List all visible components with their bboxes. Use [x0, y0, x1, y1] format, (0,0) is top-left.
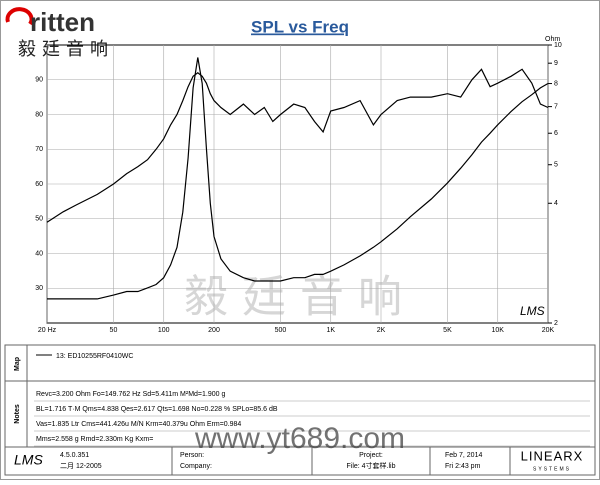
y2-tick-label: 5 [554, 162, 558, 169]
brand-sub: SYSTEMS [533, 466, 571, 472]
y-tick-label: 50 [35, 216, 43, 223]
x-tick-label: 200 [208, 327, 220, 334]
x-tick-label: 100 [158, 327, 170, 334]
y2-tick-label: 4 [554, 200, 558, 207]
y2-tick-label: 8 [554, 80, 558, 87]
y-tick-label: 80 [35, 111, 43, 118]
y-tick-label: 60 [35, 181, 43, 188]
panel-frame [4, 344, 596, 476]
date: Feb 7, 2014 [445, 452, 482, 459]
chart-title: SPL vs Freq [251, 17, 349, 36]
x-tick-label: 5K [443, 327, 452, 334]
watermark-url: www.yt689.com [194, 422, 405, 455]
x-tick-label: 1K [326, 327, 335, 334]
series-line [47, 57, 549, 300]
time: Fri 2:43 pm [445, 463, 481, 470]
x-tick-label: 50 [110, 327, 118, 334]
logo-chinese: 毅廷音响 [18, 39, 114, 59]
version: 4.5.0.351 [60, 452, 89, 459]
y-tick-label: 90 [35, 77, 43, 84]
x-tick-label: 20K [542, 327, 555, 334]
brand: LINEARX [521, 448, 584, 463]
y-tick-label: 30 [35, 285, 43, 292]
legend-entry: 13: ED10255RF0410WC [56, 353, 133, 360]
map-label: Map [14, 357, 21, 371]
build-date: 二月 12-2005 [60, 462, 102, 470]
company: Company: [180, 463, 212, 470]
note-line: Mms=2.558 g Rmd=2.330m Kg Kxm= [36, 436, 153, 443]
person: Person: [180, 452, 204, 459]
note-line: Revc=3.200 Ohm Fo=149.762 Hz Sd=5.411m M… [36, 391, 225, 398]
note-line: Vas=1.835 Ltr Cms=441.426u M/N Krm=40.37… [36, 421, 241, 428]
y-tick-label: 70 [35, 146, 43, 153]
lms-mark: LMS [520, 304, 545, 318]
watermark-chinese: 毅廷音响 [184, 273, 416, 322]
notes-label: Notes [14, 404, 21, 424]
y2-axis-label: Ohm [545, 36, 560, 43]
logo-brand: ritten [30, 7, 95, 37]
note-line: BL=1.716 T·M Qms=4.838 Qes=2.617 Qts=1.6… [36, 406, 278, 413]
footer-logo: LMS [14, 452, 43, 468]
x-tick-label: 2K [377, 327, 386, 334]
project: Project: [359, 452, 383, 459]
y-tick-label: 40 [35, 250, 43, 257]
y2-tick-label: 2 [554, 320, 558, 327]
x-tick-label: 20 Hz [38, 327, 57, 334]
x-tick-label: 500 [275, 327, 287, 334]
series-line [46, 68, 549, 223]
y2-tick-label: 9 [554, 60, 558, 67]
y2-tick-label: 10 [554, 42, 562, 49]
logo-swoosh [5, 7, 34, 26]
y2-tick-label: 7 [554, 103, 558, 110]
x-tick-label: 10K [491, 327, 504, 334]
y2-tick-label: 6 [554, 130, 558, 137]
file: File: 4寸套样.lib [346, 461, 395, 470]
